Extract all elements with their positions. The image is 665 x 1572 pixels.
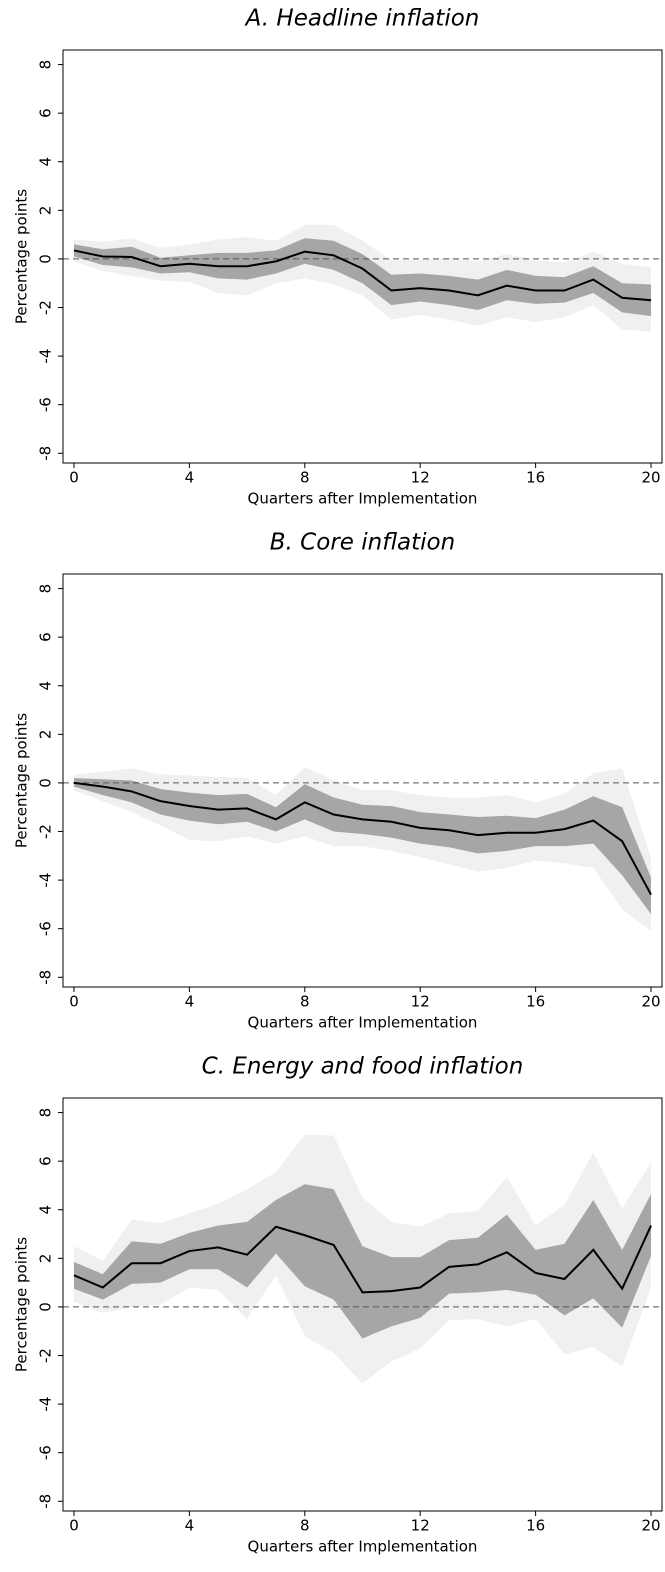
x-tick-label: 0 xyxy=(69,1517,79,1535)
confidence-band xyxy=(73,238,652,317)
y-tick-label: -8 xyxy=(37,970,55,985)
y-tick-label: 4 xyxy=(37,1205,55,1215)
y-tick-label: -6 xyxy=(37,921,55,936)
plot-frame xyxy=(62,573,663,988)
x-axis-title: Quarters after Implementation xyxy=(248,490,478,508)
y-tick-label: 4 xyxy=(37,681,55,691)
y-tick-label: -4 xyxy=(37,873,55,888)
y-tick-label: 0 xyxy=(37,1302,55,1312)
panel-title: A. Headline inflation xyxy=(244,6,480,32)
y-axis-title: Percentage points xyxy=(13,1237,31,1372)
y-tick-label: 8 xyxy=(37,584,55,594)
y-tick-label: -8 xyxy=(37,1494,55,1509)
y-tick-label: 8 xyxy=(37,1108,55,1118)
y-tick-label: -6 xyxy=(37,1445,55,1460)
panel-title: B. Core inflation xyxy=(270,530,455,556)
panel-title: C. Energy and food inflation xyxy=(202,1054,524,1080)
y-axis-title: Percentage points xyxy=(13,713,31,848)
plot-frame xyxy=(62,1097,663,1512)
x-tick-label: 12 xyxy=(411,469,430,487)
y-tick-label: 2 xyxy=(37,1254,55,1264)
confidence-band xyxy=(73,778,652,915)
y-tick-label: 0 xyxy=(37,778,55,788)
y-tick-label: 6 xyxy=(37,1156,55,1166)
y-tick-label: -2 xyxy=(37,1348,55,1363)
estimate-line xyxy=(73,249,652,302)
estimate-line xyxy=(73,781,652,896)
y-tick-label: -2 xyxy=(37,300,55,315)
x-tick-label: 16 xyxy=(526,469,545,487)
x-tick-label: 4 xyxy=(185,1517,195,1535)
y-tick-label: 0 xyxy=(37,254,55,264)
y-tick-label: -8 xyxy=(37,446,55,461)
x-tick-label: 4 xyxy=(185,469,195,487)
estimate-line xyxy=(73,1225,652,1294)
x-axis-title: Quarters after Implementation xyxy=(248,1014,478,1032)
y-tick-label: -4 xyxy=(37,1397,55,1412)
x-tick-label: 8 xyxy=(300,1517,310,1535)
x-tick-label: 16 xyxy=(526,993,545,1011)
x-tick-label: 0 xyxy=(69,469,79,487)
y-tick-label: -6 xyxy=(37,397,55,412)
y-tick-label: 2 xyxy=(37,206,55,216)
y-tick-label: 4 xyxy=(37,157,55,167)
x-tick-label: 20 xyxy=(641,469,660,487)
y-tick-label: 2 xyxy=(37,730,55,740)
x-tick-label: 0 xyxy=(69,993,79,1011)
confidence-band xyxy=(73,1184,652,1339)
x-tick-label: 8 xyxy=(300,993,310,1011)
plot-frame xyxy=(62,49,663,464)
x-axis-title: Quarters after Implementation xyxy=(248,1538,478,1556)
y-tick-label: 6 xyxy=(37,632,55,642)
x-tick-label: 20 xyxy=(641,1517,660,1535)
y-tick-label: -2 xyxy=(37,824,55,839)
x-tick-label: 8 xyxy=(300,469,310,487)
y-tick-label: -4 xyxy=(37,349,55,364)
x-tick-label: 20 xyxy=(641,993,660,1011)
y-tick-label: 6 xyxy=(37,108,55,118)
x-tick-label: 12 xyxy=(411,993,430,1011)
x-tick-label: 16 xyxy=(526,1517,545,1535)
y-axis-title: Percentage points xyxy=(13,189,31,324)
x-tick-label: 12 xyxy=(411,1517,430,1535)
y-tick-label: 8 xyxy=(37,60,55,70)
x-tick-label: 4 xyxy=(185,993,195,1011)
